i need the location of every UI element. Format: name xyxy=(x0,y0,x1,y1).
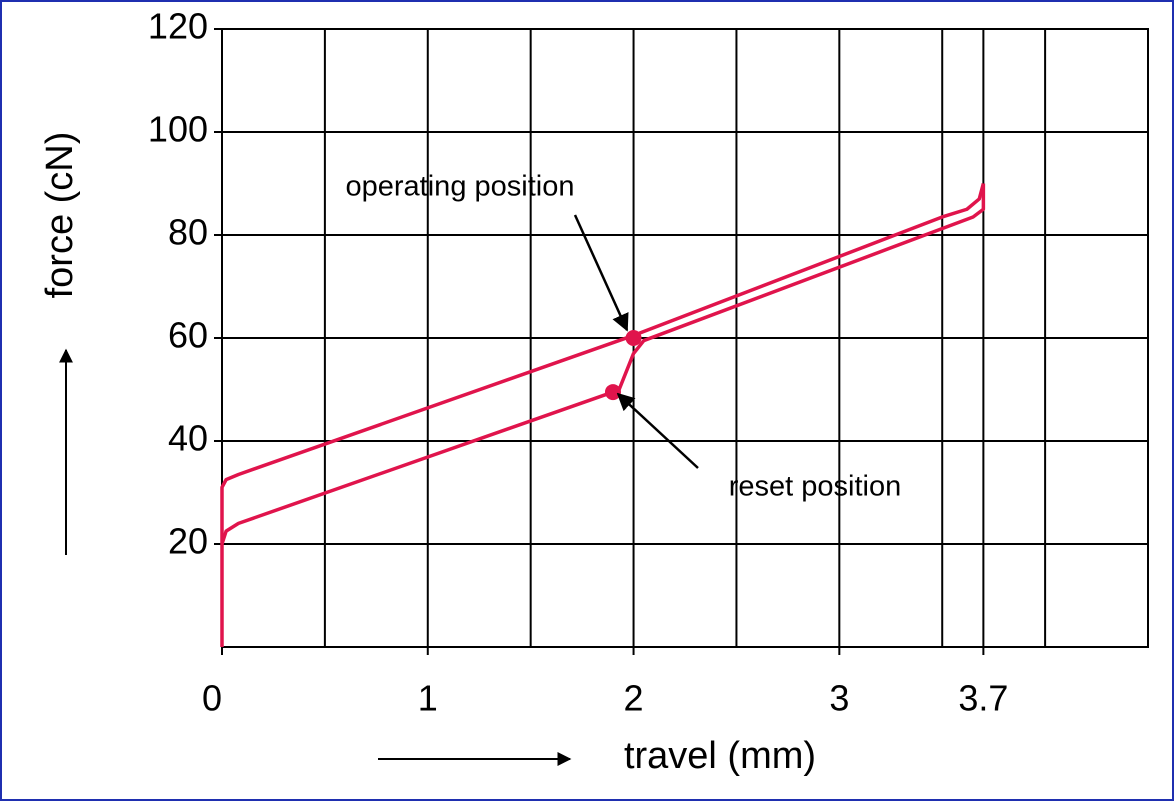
curve xyxy=(220,183,986,647)
annotation-arrow xyxy=(573,214,629,332)
x-tick-label: 1 xyxy=(418,678,438,719)
x-tick-label: 0 xyxy=(202,678,222,719)
plot-area: 0 1 2 3 3.7 20 40 60 80 100 120 xyxy=(148,6,1149,719)
y-axis-label: force (cN) xyxy=(39,132,81,299)
y-tick-label: 120 xyxy=(148,6,208,47)
annotation-point xyxy=(604,384,621,401)
annotation-point xyxy=(625,330,642,346)
x-axis-label: travel (mm) xyxy=(624,735,816,777)
y-tick-label: 100 xyxy=(148,109,208,150)
y-tick-label: 20 xyxy=(168,521,208,562)
annotation-arrow xyxy=(616,392,699,469)
x-tick-label: 3.7 xyxy=(958,678,1008,719)
curve xyxy=(220,183,986,545)
y-tick-label: 40 xyxy=(168,418,208,459)
y-tick-label: 80 xyxy=(168,212,208,253)
annotation-label: operating position xyxy=(346,171,575,203)
x-tick-label: 2 xyxy=(624,678,644,719)
x-tick-label: 3 xyxy=(829,678,849,719)
annotation-label: reset position xyxy=(729,471,902,503)
y-tick-label: 60 xyxy=(168,315,208,356)
